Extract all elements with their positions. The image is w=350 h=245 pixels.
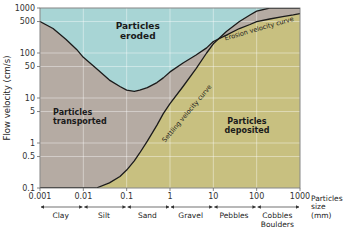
tick-label-x: 0.1 [120, 192, 133, 201]
text-line: Pebbles [220, 211, 249, 220]
region-label: Particlesdeposited [225, 116, 270, 134]
axis-label-x: Particlessize(mm) [311, 194, 343, 220]
text-line: Particles [116, 21, 160, 31]
tick-label-y: 1000 [15, 4, 35, 13]
tick-y [37, 143, 40, 144]
tick-x [40, 188, 41, 191]
grid-line-x [213, 8, 214, 188]
size-class-arrow [41, 207, 82, 208]
text-line: deposited [225, 125, 270, 134]
tick-x [300, 188, 301, 191]
tick-x [83, 188, 84, 191]
tick-label-y: 10 [25, 94, 35, 103]
tick-y [37, 8, 40, 9]
text-line: Gravel [178, 211, 203, 220]
size-class-label: Gravel [178, 211, 203, 220]
text-line: Particles [227, 116, 266, 125]
tick-y [37, 111, 40, 112]
region-label: Particleseroded [116, 21, 160, 41]
curve-line [40, 14, 300, 92]
grid-line-x [256, 8, 257, 188]
tick-y [37, 66, 40, 67]
size-class-arrow [214, 207, 255, 208]
size-class-label: Pebbles [220, 211, 249, 220]
tick-x [213, 188, 214, 191]
plot-area [40, 8, 300, 188]
tick-label-y: 100 [20, 49, 35, 58]
size-class-label: Clay [52, 211, 69, 220]
chart: 0.10.515105010050010000.0010.010.1110100… [0, 0, 350, 245]
tick-x [256, 188, 257, 191]
region-deposited [40, 8, 300, 188]
curve-label: Erosion velocity curve [224, 15, 295, 42]
axis-label-y: Flow velocity (cm/s) [2, 56, 12, 141]
text-line: Clay [52, 211, 69, 220]
tick-label-y: 0.5 [22, 152, 35, 161]
text-line: Particles [53, 107, 92, 116]
tick-label-x: 0.01 [74, 192, 92, 201]
tick-label-x: 10 [208, 192, 218, 201]
size-class-label: CobblesBoulders [261, 211, 294, 229]
region-label: Particlestransported [53, 107, 107, 125]
tick-y [37, 21, 40, 22]
size-class-label: Silt [98, 211, 110, 220]
tick-y [37, 156, 40, 157]
text-line: eroded [120, 31, 156, 41]
region-transported [40, 8, 300, 188]
tick-y [37, 98, 40, 99]
tick-label-y: 1 [30, 139, 35, 148]
size-class-arrow [258, 207, 299, 208]
tick-label-x: 1000 [290, 192, 310, 201]
tick-y [37, 53, 40, 54]
tick-label-y: 5 [30, 107, 35, 116]
plot-marks [40, 8, 300, 188]
text-line: Boulders [261, 220, 294, 229]
tick-label-x: 1 [167, 192, 172, 201]
text-line: Silt [98, 211, 110, 220]
curve-label: Settling velocity curve [161, 83, 214, 144]
tick-label-y: 500 [20, 17, 35, 26]
text-line: (mm) [311, 211, 332, 220]
size-class-label: Sand [138, 211, 157, 220]
size-class-arrow [128, 207, 169, 208]
size-class-arrow [171, 207, 212, 208]
text-line: Sand [138, 211, 157, 220]
curve-line [40, 8, 300, 188]
tick-label-x: 0.001 [29, 192, 52, 201]
tick-y [37, 188, 40, 189]
tick-label-x: 100 [249, 192, 264, 201]
size-class-arrow [84, 207, 125, 208]
tick-x [170, 188, 171, 191]
grid-line-x [83, 8, 84, 188]
tick-x [126, 188, 127, 191]
plot-frame [40, 8, 300, 188]
text-line: transported [53, 116, 107, 125]
grid-line-x [170, 8, 171, 188]
tick-label-y: 50 [25, 62, 35, 71]
